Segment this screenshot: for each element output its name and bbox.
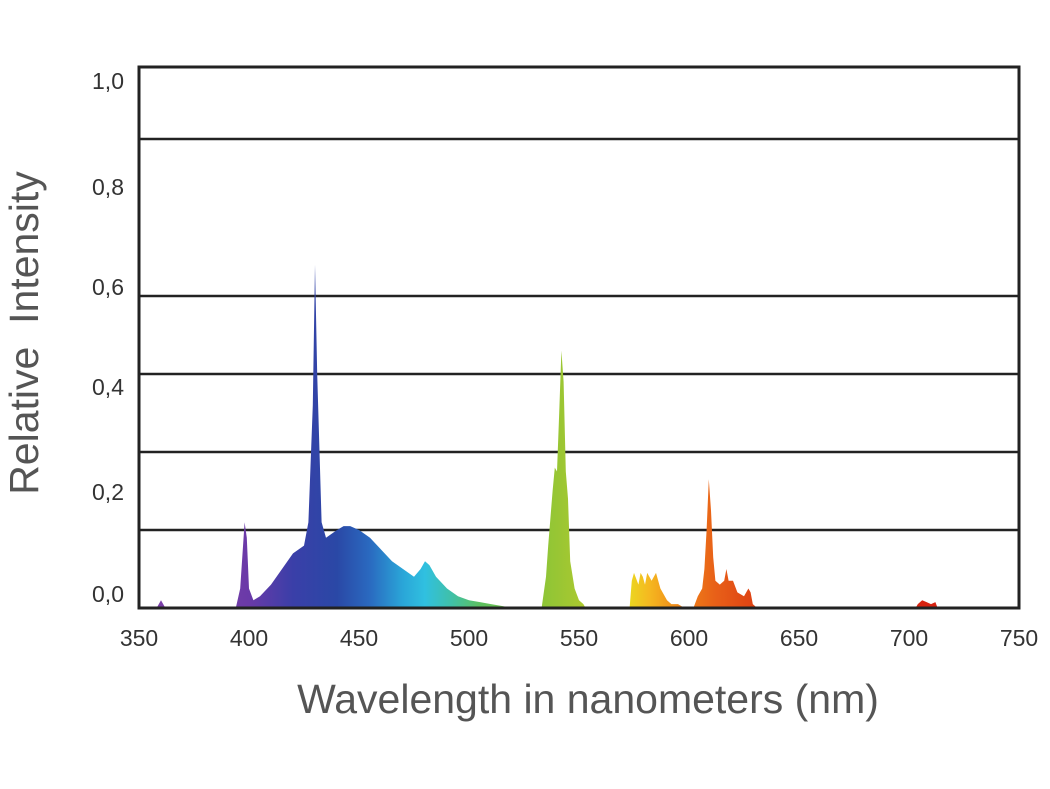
y-tick-label: 0,6 <box>92 274 124 300</box>
spectrum-area <box>156 264 938 608</box>
gridlines <box>139 137 1019 532</box>
y-axis-title: Relative Intensity <box>1 171 47 495</box>
y-tick-label: 0,2 <box>92 479 124 505</box>
x-tick-labels: 350 400 450 500 550 600 650 700 750 <box>120 625 1038 651</box>
x-axis-title: Wavelength in nanometers (nm) <box>297 676 879 722</box>
x-tick-label: 450 <box>340 625 378 651</box>
y-tick-label: 1,0 <box>92 68 124 94</box>
y-tick-label: 0,0 <box>92 581 124 607</box>
plot-frame <box>137 65 1021 610</box>
x-tick-label: 700 <box>890 625 928 651</box>
x-tick-label: 350 <box>120 625 158 651</box>
x-tick-label: 400 <box>230 625 268 651</box>
x-tick-label: 600 <box>670 625 708 651</box>
x-tick-label: 750 <box>1000 625 1038 651</box>
x-tick-label: 650 <box>780 625 818 651</box>
y-tick-label: 0,4 <box>92 374 124 400</box>
y-tick-label: 0,8 <box>92 174 124 200</box>
x-tick-label: 500 <box>450 625 488 651</box>
x-tick-label: 550 <box>560 625 598 651</box>
y-tick-labels: 0,0 0,2 0,4 0,6 0,8 1,0 <box>92 68 124 607</box>
